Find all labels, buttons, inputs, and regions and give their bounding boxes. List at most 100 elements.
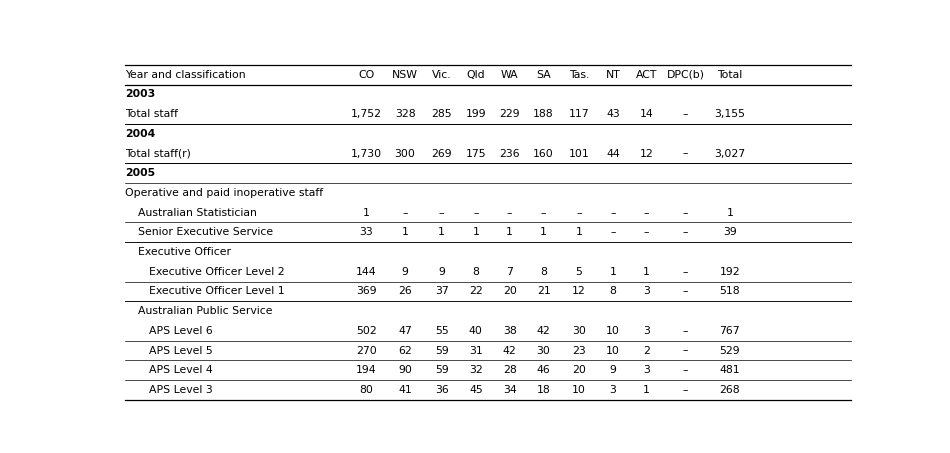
Text: –: – bbox=[683, 207, 689, 217]
Text: 1: 1 bbox=[610, 267, 617, 277]
Text: –: – bbox=[683, 326, 689, 336]
Text: 46: 46 bbox=[537, 365, 550, 375]
Text: 2004: 2004 bbox=[124, 129, 155, 139]
Text: –: – bbox=[683, 346, 689, 356]
Text: Australian Public Service: Australian Public Service bbox=[138, 306, 273, 316]
Text: 502: 502 bbox=[356, 326, 377, 336]
Text: –: – bbox=[507, 207, 512, 217]
Text: 1,752: 1,752 bbox=[351, 109, 382, 119]
Text: 42: 42 bbox=[537, 326, 550, 336]
Text: Executive Officer: Executive Officer bbox=[138, 247, 231, 257]
Text: –: – bbox=[541, 207, 546, 217]
Text: 199: 199 bbox=[466, 109, 486, 119]
Text: 10: 10 bbox=[606, 346, 620, 356]
Text: 37: 37 bbox=[435, 286, 448, 296]
Text: 1: 1 bbox=[402, 227, 408, 237]
Text: 1,730: 1,730 bbox=[351, 149, 382, 159]
Text: 1: 1 bbox=[363, 207, 370, 217]
Text: –: – bbox=[439, 207, 445, 217]
Text: 8: 8 bbox=[541, 267, 547, 277]
Text: APS Level 3: APS Level 3 bbox=[149, 385, 213, 395]
Text: 175: 175 bbox=[466, 149, 486, 159]
Text: 300: 300 bbox=[394, 149, 415, 159]
Text: 3: 3 bbox=[643, 365, 650, 375]
Text: CO: CO bbox=[358, 70, 374, 80]
Text: 18: 18 bbox=[537, 385, 550, 395]
Text: 1: 1 bbox=[438, 227, 445, 237]
Text: Australian Statistician: Australian Statistician bbox=[138, 207, 256, 217]
Text: WA: WA bbox=[501, 70, 519, 80]
Text: 36: 36 bbox=[435, 385, 448, 395]
Text: –: – bbox=[683, 365, 689, 375]
Text: 229: 229 bbox=[500, 109, 520, 119]
Text: Qld: Qld bbox=[466, 70, 485, 80]
Text: Tas.: Tas. bbox=[569, 70, 589, 80]
Text: 38: 38 bbox=[503, 326, 517, 336]
Text: NT: NT bbox=[606, 70, 620, 80]
Text: 42: 42 bbox=[503, 346, 517, 356]
Text: –: – bbox=[683, 149, 689, 159]
Text: 8: 8 bbox=[472, 267, 479, 277]
Text: 10: 10 bbox=[572, 385, 586, 395]
Text: 767: 767 bbox=[719, 326, 740, 336]
Text: –: – bbox=[643, 207, 649, 217]
Text: Executive Officer Level 1: Executive Officer Level 1 bbox=[149, 286, 285, 296]
Text: 20: 20 bbox=[572, 365, 586, 375]
Text: 47: 47 bbox=[398, 326, 412, 336]
Text: 9: 9 bbox=[402, 267, 408, 277]
Text: 12: 12 bbox=[639, 149, 654, 159]
Text: 192: 192 bbox=[719, 267, 740, 277]
Text: 1: 1 bbox=[506, 227, 513, 237]
Text: DPC(b): DPC(b) bbox=[667, 70, 705, 80]
Text: 30: 30 bbox=[572, 326, 586, 336]
Text: –: – bbox=[611, 207, 616, 217]
Text: 1: 1 bbox=[541, 227, 547, 237]
Text: Total: Total bbox=[717, 70, 743, 80]
Text: –: – bbox=[643, 227, 649, 237]
Text: 144: 144 bbox=[356, 267, 377, 277]
Text: 32: 32 bbox=[469, 365, 483, 375]
Text: 59: 59 bbox=[435, 365, 448, 375]
Text: 3,027: 3,027 bbox=[714, 149, 746, 159]
Text: SA: SA bbox=[536, 70, 551, 80]
Text: Year and classification: Year and classification bbox=[124, 70, 245, 80]
Text: Total staff: Total staff bbox=[124, 109, 178, 119]
Text: 188: 188 bbox=[533, 109, 554, 119]
Text: –: – bbox=[576, 207, 581, 217]
Text: –: – bbox=[683, 267, 689, 277]
Text: 44: 44 bbox=[606, 149, 620, 159]
Text: 59: 59 bbox=[435, 346, 448, 356]
Text: 1: 1 bbox=[472, 227, 479, 237]
Text: 40: 40 bbox=[469, 326, 483, 336]
Text: 518: 518 bbox=[719, 286, 740, 296]
Text: 34: 34 bbox=[503, 385, 517, 395]
Text: Senior Executive Service: Senior Executive Service bbox=[138, 227, 273, 237]
Text: 5: 5 bbox=[576, 267, 582, 277]
Text: 1: 1 bbox=[576, 227, 582, 237]
Text: 2003: 2003 bbox=[124, 89, 155, 99]
Text: 30: 30 bbox=[537, 346, 550, 356]
Text: 3: 3 bbox=[610, 385, 617, 395]
Text: –: – bbox=[683, 227, 689, 237]
Text: 481: 481 bbox=[719, 365, 740, 375]
Text: 10: 10 bbox=[606, 326, 620, 336]
Text: 55: 55 bbox=[435, 326, 448, 336]
Text: 101: 101 bbox=[568, 149, 589, 159]
Text: 236: 236 bbox=[500, 149, 520, 159]
Text: 369: 369 bbox=[356, 286, 377, 296]
Text: 28: 28 bbox=[503, 365, 517, 375]
Text: 20: 20 bbox=[503, 286, 517, 296]
Text: 529: 529 bbox=[719, 346, 740, 356]
Text: –: – bbox=[683, 385, 689, 395]
Text: 3,155: 3,155 bbox=[714, 109, 746, 119]
Text: 26: 26 bbox=[398, 286, 412, 296]
Text: 14: 14 bbox=[639, 109, 654, 119]
Text: 39: 39 bbox=[723, 227, 736, 237]
Text: 21: 21 bbox=[537, 286, 550, 296]
Text: –: – bbox=[403, 207, 408, 217]
Text: 43: 43 bbox=[606, 109, 620, 119]
Text: 2: 2 bbox=[643, 346, 650, 356]
Text: NSW: NSW bbox=[392, 70, 418, 80]
Text: ACT: ACT bbox=[636, 70, 657, 80]
Text: –: – bbox=[473, 207, 479, 217]
